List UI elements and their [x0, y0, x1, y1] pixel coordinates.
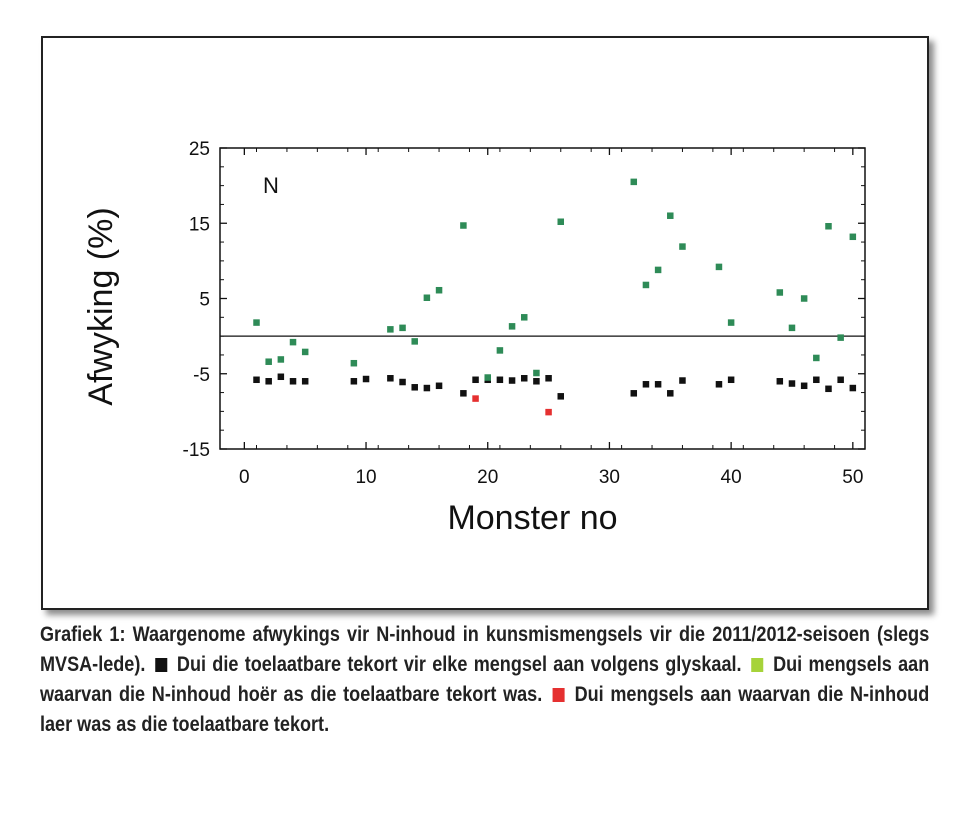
- point-limit: [301, 378, 309, 385]
- point-limit: [289, 378, 297, 385]
- point-above: [399, 324, 406, 332]
- chart-frame: 0 10 20 30 40 50 25 15 5 -5 -15 N Monster no Afwyk…: [41, 36, 929, 610]
- point-limit: [837, 376, 844, 384]
- point-above: [496, 347, 504, 354]
- point-above: [776, 289, 784, 296]
- point-limit: [776, 378, 784, 385]
- point-limit: [460, 390, 467, 397]
- figure-caption: Grafiek 1: Waargenome afwykings vir N-in…: [40, 620, 929, 740]
- x-tick-label: 20: [477, 467, 498, 488]
- y-tick-label: 5: [199, 290, 210, 311]
- point-limit: [387, 375, 394, 382]
- point-below: [545, 408, 552, 416]
- point-above: [411, 338, 418, 345]
- point-limit: [496, 376, 504, 384]
- point-above: [387, 326, 394, 333]
- point-above: [533, 369, 540, 377]
- point-above: [301, 348, 309, 356]
- point-limit: [508, 377, 516, 384]
- point-limit: [411, 384, 418, 391]
- point-limit: [399, 378, 406, 386]
- point-limit: [715, 381, 723, 388]
- x-axis-title: Monster no: [447, 499, 617, 537]
- caption-text-3: Dui mengsels aan waarvan die N-inhoud ho…: [40, 653, 930, 706]
- point-above: [642, 281, 650, 289]
- point-limit: [545, 375, 552, 382]
- y-tick-label: -15: [183, 440, 210, 461]
- point-above: [508, 323, 516, 330]
- axis-ticks: 0 10 20 30 40 50 25 15 5 -5 -15: [183, 139, 866, 488]
- caption-text-1: Grafiek 1: Waargenome afwykings vir N-in…: [40, 623, 930, 676]
- point-limit: [825, 385, 832, 393]
- point-above: [837, 334, 844, 341]
- point-above: [813, 354, 820, 362]
- y-axis-title: Afwyking (%): [82, 207, 120, 405]
- point-limit: [350, 378, 358, 385]
- x-tick-label: 10: [355, 467, 376, 488]
- y-tick-label: -5: [193, 365, 210, 386]
- point-limit: [520, 375, 528, 382]
- point-limit: [727, 376, 735, 384]
- x-tick-label: 30: [599, 467, 620, 488]
- point-limit: [557, 393, 565, 400]
- point-limit: [423, 384, 431, 392]
- point-above: [849, 233, 857, 241]
- point-above: [484, 374, 491, 381]
- plot-border: [219, 147, 866, 450]
- point-above: [557, 218, 565, 225]
- legend-swatch-above: [751, 658, 764, 672]
- point-limit: [472, 376, 479, 384]
- point-limit: [253, 376, 260, 384]
- point-above: [654, 266, 662, 274]
- point-above: [520, 314, 528, 321]
- point-limit: [788, 380, 796, 387]
- point-above: [727, 319, 735, 326]
- point-limit: [533, 378, 540, 385]
- plot-area: [219, 147, 866, 450]
- point-above: [460, 222, 467, 229]
- point-above: [800, 295, 808, 302]
- caption-text-4: Dui mengsels aan waarvan die N-inhoud la…: [40, 683, 930, 736]
- point-above: [289, 338, 297, 346]
- point-above: [423, 294, 431, 301]
- point-limit: [800, 382, 808, 390]
- point-above: [265, 358, 272, 365]
- point-above: [715, 263, 723, 271]
- point-limit: [642, 381, 650, 388]
- y-tick-label: 25: [189, 139, 210, 160]
- data-points: [253, 178, 857, 416]
- point-limit: [277, 373, 285, 381]
- chart-svg: 0 10 20 30 40 50 25 15 5 -5 -15 N Monster no Afwyk…: [82, 139, 866, 537]
- point-limit: [667, 390, 674, 397]
- point-limit: [813, 376, 820, 384]
- point-limit: [435, 382, 443, 390]
- point-limit: [630, 390, 638, 397]
- y-tick-label: 15: [189, 214, 210, 235]
- legend-swatch-below: [552, 688, 565, 702]
- point-above: [350, 359, 358, 367]
- point-above: [253, 319, 260, 326]
- caption-text-2: Dui die toelaatbare tekort vir elke meng…: [176, 653, 742, 676]
- x-tick-label: 50: [842, 467, 863, 488]
- point-above: [825, 223, 832, 230]
- chart-annotation: N: [263, 173, 279, 198]
- point-above: [788, 324, 796, 332]
- point-above: [435, 286, 443, 294]
- point-above: [679, 243, 686, 250]
- point-above: [277, 356, 285, 363]
- point-limit: [362, 375, 370, 383]
- point-limit: [654, 381, 662, 388]
- legend-swatch-limit: [155, 658, 168, 672]
- x-tick-label: 0: [239, 467, 250, 488]
- point-below: [472, 395, 479, 402]
- point-limit: [679, 377, 686, 384]
- point-above: [630, 178, 638, 186]
- x-tick-label: 40: [721, 467, 742, 488]
- point-limit: [265, 378, 272, 385]
- point-limit: [849, 384, 857, 392]
- point-above: [667, 212, 674, 219]
